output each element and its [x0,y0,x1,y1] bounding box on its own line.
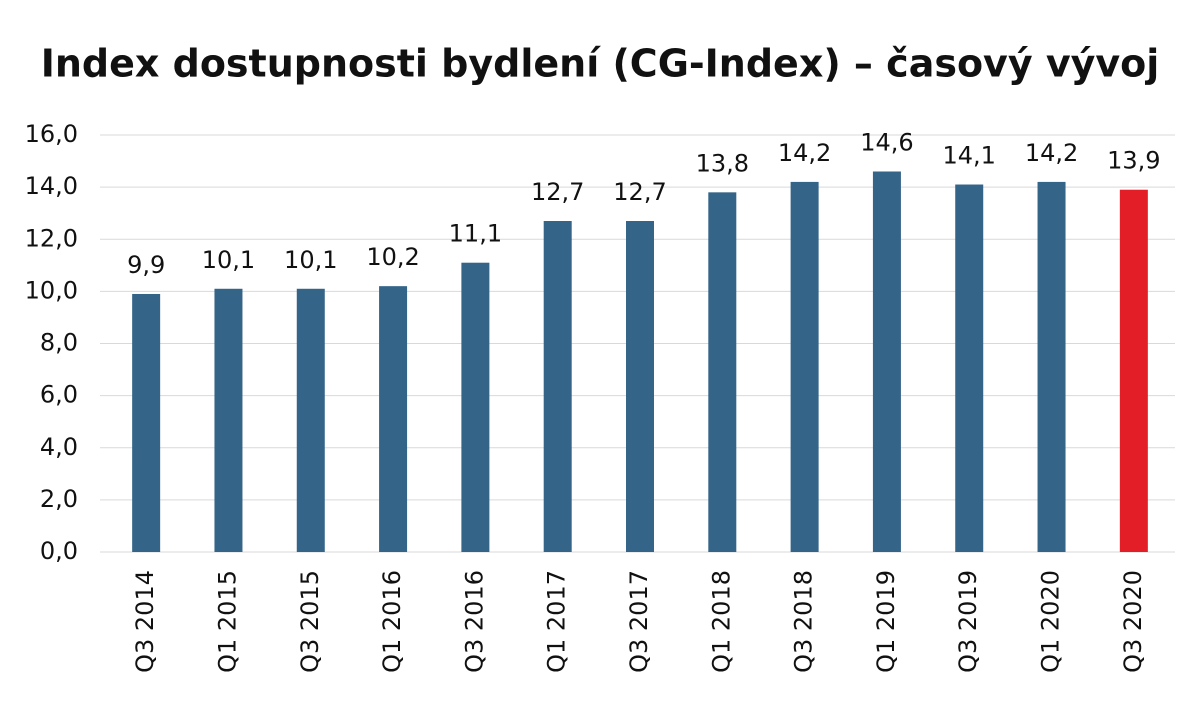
bar [955,184,984,553]
value-label: 10,1 [202,246,255,274]
bar [1037,181,1066,552]
bar [790,181,819,552]
x-tick-label: Q1 2017 [543,570,571,673]
chart-title: Index dostupnosti bydlení (CG-Index) – č… [41,42,1160,86]
value-label: 14,6 [860,128,913,156]
bar [296,288,325,552]
y-tick-label: 8,0 [40,329,78,357]
x-tick-label: Q3 2020 [1119,570,1147,673]
x-tick-label: Q3 2015 [296,570,324,673]
x-tick-label: Q1 2018 [707,570,735,673]
bar [1119,189,1148,552]
x-tick-label: Q3 2017 [625,570,653,673]
value-label: 14,2 [778,139,831,167]
bar [214,288,243,552]
bar [708,192,737,552]
x-tick-label: Q1 2020 [1037,570,1065,673]
value-label: 9,9 [127,251,165,279]
y-tick-label: 0,0 [40,537,78,565]
value-label: 11,1 [449,220,502,248]
bar [872,171,901,553]
bar [543,221,572,552]
y-tick-label: 14,0 [25,172,78,200]
bar [461,262,490,552]
x-tick-label: Q1 2019 [872,570,900,673]
value-label: 12,7 [613,178,666,206]
y-tick-label: 10,0 [25,276,78,304]
x-tick-label: Q3 2014 [131,570,159,673]
y-tick-label: 12,0 [25,224,78,252]
value-label: 14,2 [1025,139,1078,167]
x-tick-label: Q3 2016 [460,570,488,673]
value-label: 13,8 [696,149,749,177]
x-tick-label: Q3 2018 [790,570,818,673]
bar [379,286,408,552]
value-label: 10,1 [284,246,337,274]
value-label: 12,7 [531,178,584,206]
x-tick-label: Q1 2015 [213,570,241,673]
value-label: 14,1 [943,142,996,170]
y-tick-label: 2,0 [40,485,78,513]
bar [626,221,654,552]
y-tick-label: 16,0 [25,120,78,148]
bar [132,293,161,552]
value-label: 13,9 [1107,147,1160,175]
value-label: 10,2 [366,243,419,271]
y-tick-label: 6,0 [40,381,78,409]
y-tick-label: 4,0 [40,433,78,461]
x-tick-label: Q3 2019 [954,570,982,673]
x-tick-label: Q1 2016 [378,570,406,673]
